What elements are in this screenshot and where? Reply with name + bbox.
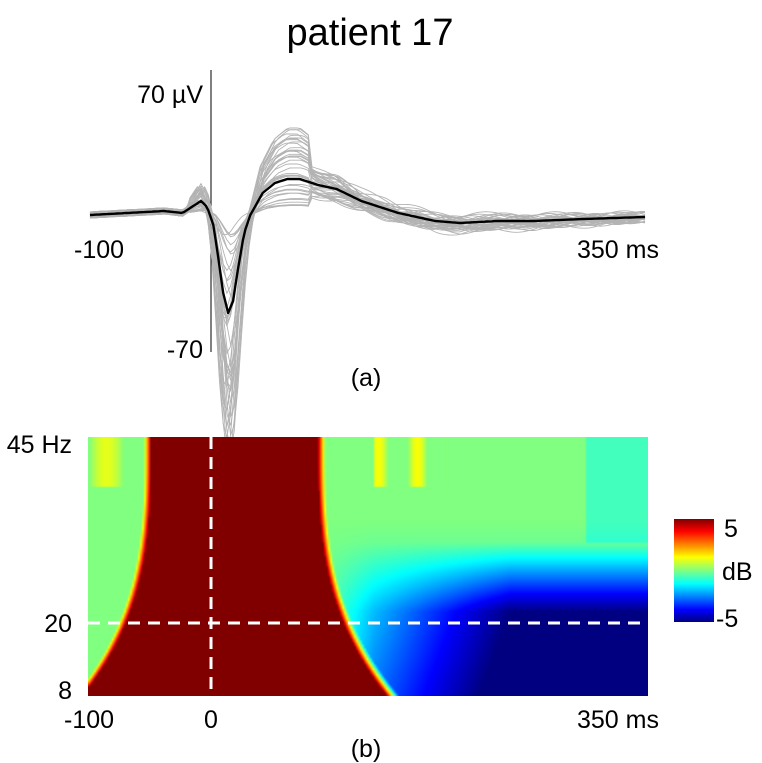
x-tick-0: 0 xyxy=(204,706,218,734)
y-tick-top: 70 µV xyxy=(137,81,203,109)
trial-trace xyxy=(89,173,646,328)
x-tick-right: 350 ms xyxy=(577,236,659,264)
colorbar-unit: dB xyxy=(722,558,753,586)
y-tick-bottom: -70 xyxy=(167,336,203,364)
x-tick-left: -100 xyxy=(74,236,124,264)
trial-trace xyxy=(89,129,646,453)
panel-b: 45 Hz 20 8 -100 0 350 ms (b) 5 dB -5 xyxy=(7,431,753,763)
trial-trace xyxy=(89,127,646,452)
y-tick-8: 8 xyxy=(58,677,72,705)
panel-a: 70 µV -70 -100 350 ms (a) xyxy=(74,70,659,457)
y-tick-45: 45 Hz xyxy=(7,431,72,459)
colorbar-min: -5 xyxy=(716,605,738,633)
trial-traces xyxy=(89,127,646,457)
panel-a-label: (a) xyxy=(351,364,382,392)
x-tick-350: 350 ms xyxy=(577,706,659,734)
trial-trace xyxy=(89,174,646,319)
y-tick-20: 20 xyxy=(44,610,72,638)
x-tick-minus100: -100 xyxy=(64,706,114,734)
panel-b-label: (b) xyxy=(351,735,382,763)
average-trace xyxy=(89,177,646,315)
time-frequency-heatmap xyxy=(88,437,648,696)
colorbar-max: 5 xyxy=(724,515,738,543)
trial-trace xyxy=(89,193,646,246)
trial-trace xyxy=(89,163,646,355)
trial-trace xyxy=(89,129,646,457)
figure-title: patient 17 xyxy=(287,12,454,54)
trial-trace xyxy=(89,147,646,404)
trial-trace xyxy=(89,167,646,347)
colorbar xyxy=(674,519,714,622)
